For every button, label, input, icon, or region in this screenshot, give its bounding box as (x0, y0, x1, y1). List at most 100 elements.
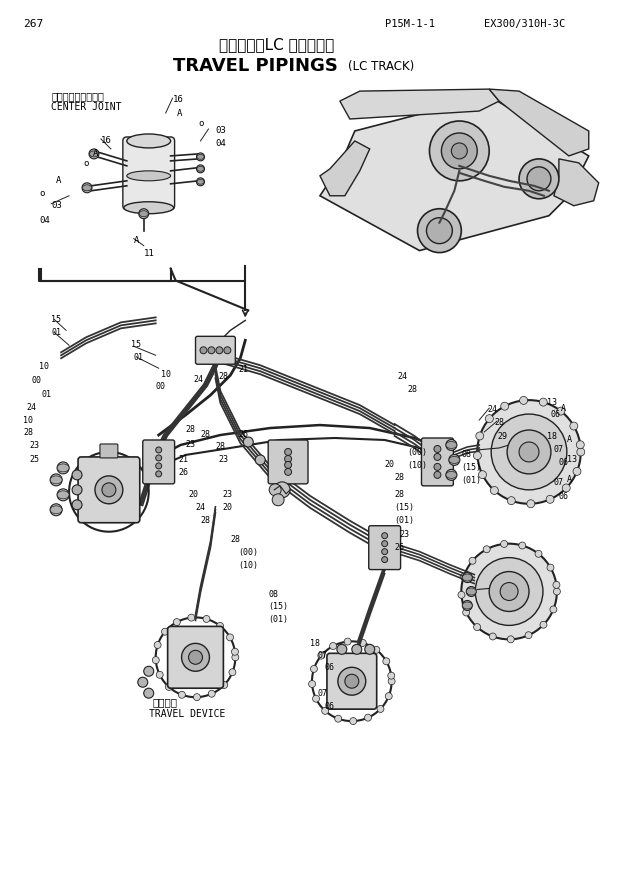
Text: 06: 06 (325, 703, 335, 711)
Circle shape (285, 469, 291, 476)
Circle shape (188, 650, 203, 664)
Text: 07: 07 (554, 478, 564, 487)
Text: 06: 06 (551, 410, 561, 419)
Text: 20: 20 (384, 460, 395, 469)
Circle shape (197, 153, 205, 161)
Circle shape (255, 455, 265, 465)
Text: 01: 01 (134, 353, 144, 363)
Text: A: A (561, 404, 566, 413)
Circle shape (365, 645, 374, 654)
Circle shape (519, 442, 539, 462)
Text: 08: 08 (461, 450, 471, 459)
Text: 28: 28 (215, 442, 226, 451)
Text: (15): (15) (461, 463, 481, 472)
Text: 10: 10 (161, 371, 171, 379)
Ellipse shape (127, 134, 170, 148)
Ellipse shape (57, 491, 69, 498)
Circle shape (461, 544, 557, 639)
Circle shape (360, 639, 366, 646)
Circle shape (216, 347, 223, 354)
Text: CENTER JOINT: CENTER JOINT (51, 102, 122, 112)
Circle shape (156, 455, 162, 461)
Circle shape (285, 456, 291, 463)
Text: 10: 10 (39, 363, 49, 371)
Circle shape (446, 440, 457, 450)
Circle shape (72, 500, 82, 510)
Text: P15M-1-1: P15M-1-1 (384, 19, 435, 29)
Circle shape (382, 548, 388, 555)
Text: 04: 04 (215, 139, 226, 148)
Ellipse shape (89, 151, 99, 157)
Circle shape (50, 504, 62, 516)
Text: A: A (134, 236, 139, 244)
Circle shape (525, 632, 532, 639)
Text: 06: 06 (559, 491, 569, 501)
Circle shape (231, 648, 239, 655)
Circle shape (57, 462, 69, 474)
Circle shape (138, 677, 148, 687)
Circle shape (50, 474, 62, 486)
Circle shape (573, 468, 581, 476)
Text: o: o (198, 119, 204, 128)
Circle shape (434, 446, 441, 453)
Circle shape (365, 714, 371, 721)
Ellipse shape (463, 602, 472, 609)
Circle shape (318, 652, 325, 659)
Text: 25: 25 (29, 455, 39, 464)
Circle shape (463, 609, 469, 616)
Circle shape (57, 489, 69, 501)
Text: 23: 23 (29, 441, 39, 450)
Circle shape (489, 571, 529, 611)
FancyBboxPatch shape (143, 440, 175, 484)
Text: 28: 28 (394, 473, 405, 482)
Circle shape (216, 622, 224, 629)
Text: 16: 16 (101, 136, 112, 145)
Ellipse shape (463, 574, 472, 581)
Circle shape (527, 166, 551, 191)
Polygon shape (554, 159, 599, 206)
Circle shape (507, 430, 551, 474)
Text: EX300/310H-3C: EX300/310H-3C (484, 19, 565, 29)
Text: TRAVEL PIPINGS: TRAVEL PIPINGS (172, 57, 337, 75)
FancyBboxPatch shape (123, 137, 175, 209)
Text: 26: 26 (179, 468, 188, 477)
Text: o: o (39, 189, 45, 198)
FancyBboxPatch shape (195, 336, 236, 364)
Circle shape (539, 398, 547, 406)
Polygon shape (489, 89, 589, 156)
Text: 26: 26 (238, 430, 249, 439)
Circle shape (562, 484, 570, 492)
Text: 15: 15 (131, 340, 141, 350)
Circle shape (232, 653, 239, 661)
Circle shape (500, 583, 518, 600)
Circle shape (479, 470, 487, 478)
Text: 24: 24 (397, 372, 407, 381)
FancyBboxPatch shape (100, 444, 118, 458)
Circle shape (144, 667, 154, 676)
Text: 01: 01 (41, 390, 51, 399)
Circle shape (474, 452, 481, 460)
Circle shape (466, 587, 476, 597)
Text: 07: 07 (318, 652, 328, 661)
Text: 18: 18 (310, 639, 320, 648)
Text: 04: 04 (39, 215, 50, 225)
Circle shape (434, 463, 441, 470)
Ellipse shape (50, 476, 62, 484)
Ellipse shape (197, 180, 204, 184)
Polygon shape (320, 141, 370, 195)
Text: 24: 24 (26, 403, 37, 412)
FancyBboxPatch shape (422, 438, 453, 486)
Circle shape (285, 462, 291, 469)
Ellipse shape (124, 201, 174, 214)
Circle shape (197, 165, 205, 173)
Text: (00): (00) (407, 448, 428, 457)
FancyBboxPatch shape (167, 626, 223, 689)
Circle shape (72, 470, 82, 480)
Text: センタージョイント: センタージョイント (51, 91, 104, 101)
FancyBboxPatch shape (369, 526, 401, 569)
Circle shape (382, 556, 388, 562)
Circle shape (557, 407, 565, 415)
Circle shape (330, 642, 337, 649)
Circle shape (554, 588, 560, 595)
Circle shape (285, 449, 291, 456)
